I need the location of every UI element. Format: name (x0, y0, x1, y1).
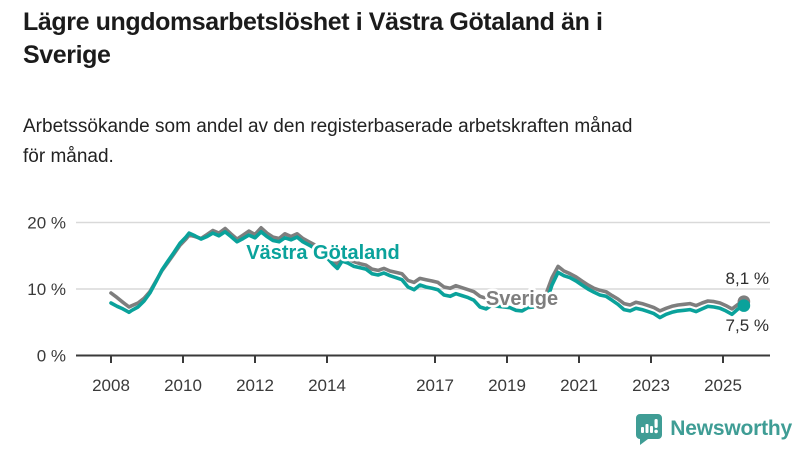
x-axis-tick-label: 2012 (236, 376, 274, 395)
chart-subtitle-line1: Arbetssökande som andel av den registerb… (23, 116, 633, 137)
y-axis-tick-label: 10 % (27, 280, 66, 299)
series-end-value-label: 7,5 % (726, 316, 769, 335)
series-name-label: Sverige (486, 288, 558, 310)
y-axis-tick-label: 0 % (37, 347, 66, 366)
newsworthy-speech-bubble-chart-icon (636, 413, 663, 445)
newsworthy-logo-text: Newsworthy (670, 417, 792, 440)
chart-title: Lägre ungdomsarbetslöshet i Västra Götal… (23, 6, 783, 72)
series-end-value-label: 8,1 % (726, 269, 769, 288)
x-axis-tick-label: 2023 (632, 376, 670, 395)
series-line-västra-götaland (109, 230, 746, 320)
x-axis-tick-label: 2021 (560, 376, 598, 395)
x-axis-tick-label: 2010 (164, 376, 202, 395)
chart-subtitle: Arbetssökande som andel av den registerb… (23, 112, 793, 172)
x-axis-tick-label: 2014 (308, 376, 346, 395)
chart-title-line2: Sverige (23, 41, 111, 69)
series-line-sverige (109, 226, 746, 313)
chart-title-line1: Lägre ungdomsarbetslöshet i Västra Götal… (23, 8, 603, 36)
x-axis-tick-label: 2025 (704, 376, 742, 395)
newsworthy-logo: Newsworthy (635, 412, 792, 446)
y-axis-tick-label: 20 % (27, 214, 66, 233)
x-axis-tick-label: 2019 (488, 376, 526, 395)
series-end-dot-västra-götaland (737, 299, 751, 312)
x-axis-tick-label: 2017 (416, 376, 454, 395)
series-name-label: Västra Götaland (246, 242, 399, 264)
x-axis-tick-label: 2008 (92, 376, 130, 395)
chart-subtitle-line2: för månad. (23, 146, 114, 167)
